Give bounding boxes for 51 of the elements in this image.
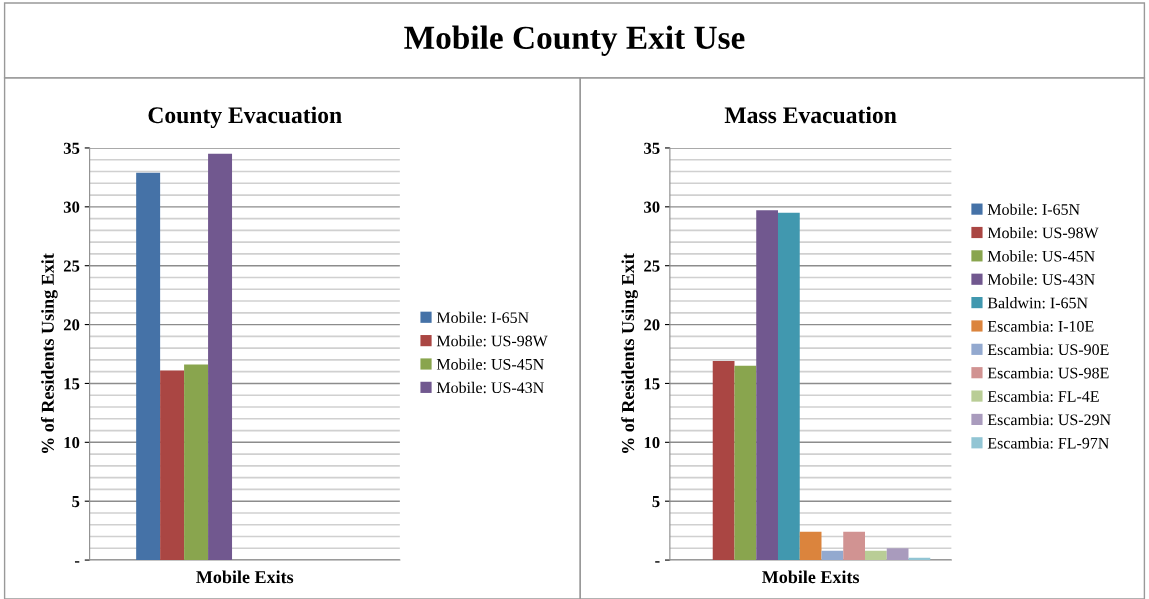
bar [756, 210, 778, 561]
y-axis-title: % of Residents Using Exit [40, 253, 58, 453]
chart-title: County Evacuation [148, 106, 342, 129]
legend-label: Escambia: FL-4E [987, 390, 1099, 402]
bar [886, 548, 909, 561]
y-tick-label: 15 [644, 378, 660, 390]
legend-label: Mobile: US-45N [987, 250, 1095, 262]
y-tick-label: 5 [72, 496, 80, 508]
bar [865, 550, 887, 561]
y-tick-label: - [74, 561, 80, 563]
legend-label: Escambia: FL-97N [987, 437, 1109, 449]
legend-label: Escambia: US-29N [987, 413, 1111, 426]
chart-title: Mass Evacuation [724, 106, 897, 124]
y-tick-label: 35 [644, 142, 660, 154]
y-tick-label: 15 [64, 378, 80, 390]
y-tick-label: 35 [63, 142, 80, 154]
y-tick-label: 10 [644, 437, 660, 449]
y-tick-label: - [655, 561, 660, 563]
x-axis-title: Mobile Exits [196, 570, 294, 584]
legend-label: Mobile: US-98W [436, 335, 548, 347]
bar [799, 531, 822, 561]
bar [136, 172, 161, 561]
legend-label: Escambia: US-90E [987, 343, 1109, 356]
y-tick-label: 20 [63, 319, 80, 331]
y-tick-label: 20 [644, 319, 660, 331]
legend-label: Baldwin: I-65N [987, 297, 1088, 309]
legend-label: Mobile: US-43N [436, 381, 544, 394]
bar [208, 153, 233, 561]
legend-label: Mobile: I-65N [436, 311, 529, 324]
bar [734, 365, 757, 561]
y-tick-label: 30 [644, 201, 660, 213]
y-tick-label: 30 [63, 201, 80, 213]
y-axis-title: % of Residents Using Exit [621, 253, 638, 453]
y-tick-label: 10 [64, 437, 80, 449]
bar [712, 361, 735, 561]
bar [821, 550, 844, 561]
y-tick-label: 25 [63, 260, 80, 272]
legend-label: Escambia: I-10E [987, 320, 1094, 332]
bar [184, 364, 209, 561]
bar [777, 212, 800, 561]
legend-label: Mobile: US-98W [987, 227, 1099, 239]
text: Mobile County Exit Use [404, 25, 745, 56]
legend-label: Escambia: US-98E [987, 367, 1109, 379]
bar [160, 370, 185, 561]
legend-label: Mobile: US-45N [436, 358, 544, 370]
legend-label: Mobile: I-65N [987, 203, 1080, 215]
y-tick-label: 5 [652, 496, 660, 508]
x-axis-title: Mobile Exits [762, 570, 860, 584]
legend-label: Mobile: US-43N [987, 273, 1095, 286]
y-tick-label: 25 [644, 260, 660, 272]
bar [843, 531, 865, 561]
